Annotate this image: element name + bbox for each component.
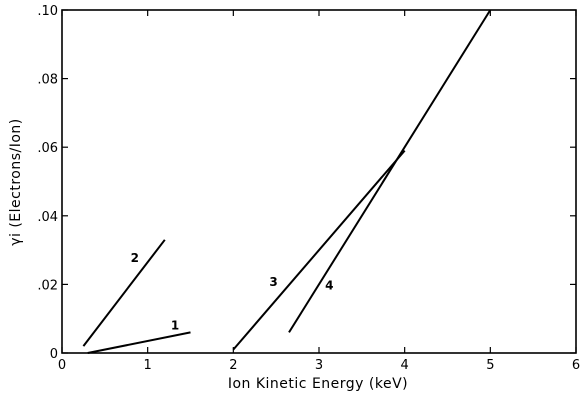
series-line-4 [288,9,492,333]
x-tick-label: 3 [315,358,323,373]
series-label-4: 4 [325,279,333,293]
y-axis-label: γi (Electrons/Ion) [8,118,24,246]
y-tick-label: .08 [37,73,58,88]
x-tick-label: 2 [229,358,237,373]
series-line-1 [87,331,191,354]
y-tick-label: 0 [50,347,58,362]
y-tick-label: .06 [37,141,58,156]
series-label-3: 3 [269,275,277,289]
series-line-3 [232,149,406,351]
y-tick-label: .02 [37,278,58,293]
x-tick-label: 6 [572,358,580,373]
plot-frame [61,9,577,354]
x-axis-label: Ion Kinetic Energy (keV) [228,376,408,392]
x-tick-label: 0 [58,358,66,373]
series-lines [82,9,492,354]
axes [61,9,577,354]
x-tick-label: 1 [144,358,152,373]
ticks: 0 1 2 3 4 5 6 0 .02 .04 .06 .08 .10 [37,4,580,373]
series-line-2 [82,239,166,347]
y-tick-label: .10 [37,4,58,19]
series-label-2: 2 [131,251,139,265]
series-label-1: 1 [171,319,179,333]
x-tick-label: 5 [486,358,494,373]
y-tick-label: .04 [37,210,58,225]
series-labels: 1 2 3 4 [131,251,334,333]
x-tick-label: 4 [401,358,409,373]
